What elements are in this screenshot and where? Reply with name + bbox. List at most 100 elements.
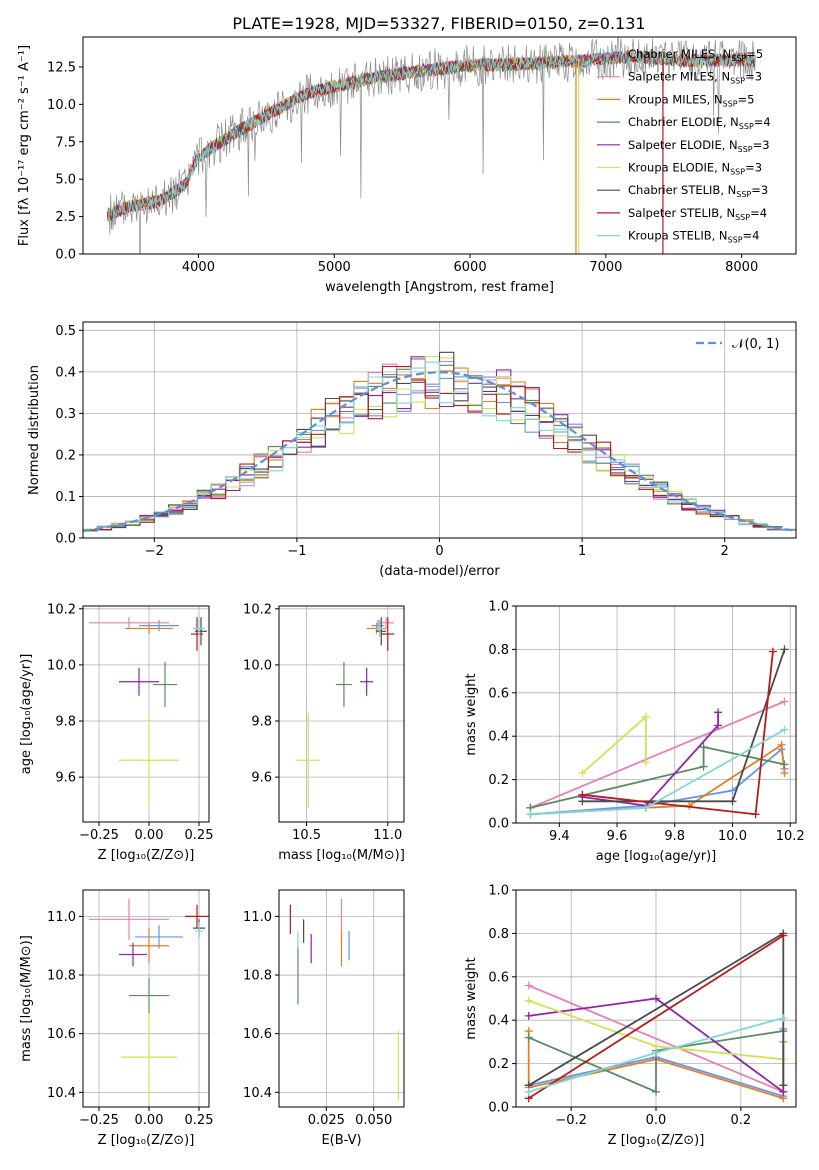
y-tick-label: 0.2	[488, 1057, 509, 1072]
x-tick-label: 0	[435, 544, 443, 559]
legend: Chabrier MILES, NSSP=5 Salpeter MILES, NS…	[597, 47, 771, 245]
x-tick-label: 0.0	[646, 1113, 667, 1128]
legend-entry: Salpeter STELIB, NSSP=4	[628, 206, 767, 222]
x-tick-label: 1	[578, 544, 586, 559]
x-tick-label: 8000	[725, 260, 758, 275]
y-axis-label: mass [log₁₀(M/M⊙)]	[19, 935, 34, 1062]
x-tick-label: 9.4	[549, 829, 570, 844]
weight-marker	[652, 1048, 660, 1057]
weight-line	[582, 649, 786, 803]
y-tick-label: 0.1	[55, 490, 76, 505]
axes-frame	[82, 889, 210, 1108]
panel-mass_weight_vs_age: 9.4 9.6 9.8 10.0 10.2 0.0 0.2 0.4 0.6 0.8 1.0 age […	[464, 600, 805, 865]
weight-line	[528, 984, 784, 1093]
x-axis-label: Z [log₁₀(Z/Z⊙)]	[608, 1133, 705, 1148]
y-tick-label: 12.5	[47, 60, 76, 75]
errorbar-point	[193, 620, 205, 637]
errorbar-point	[121, 1013, 177, 1102]
weight-marker	[641, 758, 650, 767]
axes-frame	[278, 605, 405, 823]
weight-line	[530, 700, 785, 809]
errorbar-point	[376, 620, 383, 637]
errorbar-point	[119, 942, 147, 967]
x-tick-label: 6000	[454, 260, 487, 275]
weight-marker	[780, 645, 789, 654]
errorbar-point	[381, 617, 395, 651]
x-tick-label: −0.25	[79, 828, 119, 843]
axes-frame	[515, 605, 797, 824]
weight-marker	[780, 769, 789, 778]
weight-marker	[578, 769, 587, 778]
y-tick-label: 10.0	[47, 658, 76, 673]
y-tick-label: 0.4	[488, 730, 509, 745]
x-tick-label: 0.25	[185, 828, 214, 843]
weight-marker	[578, 790, 587, 799]
weight-marker	[714, 708, 723, 717]
x-tick-label: 10.5	[292, 828, 321, 843]
x-axis-label: Z [log₁₀(Z/Z⊙)]	[98, 848, 195, 863]
axes-frame	[278, 889, 405, 1108]
y-axis-label: mass weight	[464, 957, 479, 1039]
weight-marker	[524, 1033, 533, 1042]
weight-marker	[699, 743, 708, 752]
y-tick-label: 0.4	[55, 365, 76, 380]
panel-mass_vs_Z: −0.25 0.00 0.25 10.4 10.6 10.8 11.0 Z [log₁₀(Z/…	[19, 889, 213, 1148]
x-tick-label: 10.2	[776, 829, 805, 844]
y-tick-label: 10.6	[243, 1027, 272, 1042]
x-tick-label: 0.2	[731, 1113, 752, 1128]
x-axis-label: age [log₁₀(age/yr)]	[596, 849, 717, 864]
weight-marker	[524, 1087, 533, 1096]
weight-marker	[780, 760, 789, 769]
weight-line	[530, 745, 785, 809]
weight-line	[582, 712, 719, 807]
y-tick-label: 10.2	[47, 602, 76, 617]
errorbar-point	[296, 712, 320, 808]
errorbar-point	[335, 662, 353, 707]
y-tick-label: 0.5	[55, 324, 76, 339]
y-tick-label: 0.0	[55, 532, 76, 547]
x-tick-label: 0.025	[308, 1113, 345, 1128]
errorbar-point	[378, 617, 395, 629]
y-tick-label: 10.6	[47, 1027, 76, 1042]
y-axis-label: mass weight	[464, 673, 479, 755]
errorbar-point	[89, 898, 169, 940]
weight-marker	[652, 994, 660, 1003]
y-tick-label: 2.5	[55, 210, 76, 225]
y-tick-label: 10.2	[243, 602, 272, 617]
errorbar-point	[360, 667, 374, 696]
weight-marker	[524, 981, 533, 990]
panel-age_vs_Z: −0.25 0.00 0.25 9.6 9.8 10.0 10.2 Z [log₁₀(Z/Z⊙…	[19, 602, 213, 863]
normal-curve	[83, 371, 796, 532]
y-tick-label: 10.4	[243, 1086, 272, 1101]
errorbar-point	[125, 622, 173, 635]
panel-residual_hist: −2 −1 0 1 2 0.0 0.1 0.2 0.3 0.4 0.5 (data-model)/er…	[27, 321, 797, 579]
errorbar-point	[139, 620, 179, 632]
weight-marker	[768, 647, 777, 656]
errorbar-point	[195, 922, 203, 940]
y-tick-label: 0.6	[488, 686, 509, 701]
y-tick-label: 1.0	[488, 884, 509, 899]
axes-frame	[82, 605, 210, 823]
y-tick-label: 10.4	[47, 1086, 76, 1101]
y-tick-label: 11.0	[243, 910, 272, 925]
axes-frame	[82, 321, 797, 539]
y-tick-label: 10.0	[47, 98, 76, 113]
y-tick-label: 0.3	[55, 407, 76, 422]
weight-marker	[641, 803, 650, 812]
y-tick-label: 9.6	[55, 771, 76, 786]
y-tick-label: 11.0	[47, 910, 76, 925]
weight-marker	[652, 1087, 660, 1096]
y-axis-label: Flux [fλ 10⁻¹⁷ erg cm⁻² s⁻¹ A⁻¹]	[17, 45, 32, 246]
y-tick-label: 0.2	[55, 448, 76, 463]
y-axis-label: Normed distribution	[27, 365, 42, 495]
weight-marker	[780, 725, 789, 734]
x-axis-label: E(B-V)	[321, 1133, 361, 1148]
axes-frame	[515, 889, 797, 1108]
model-spectrum-line	[107, 49, 756, 221]
weight-marker	[714, 721, 723, 730]
spectrum-lines	[107, 37, 756, 254]
y-tick-label: 0.0	[55, 248, 76, 263]
y-tick-label: 0.8	[488, 927, 509, 942]
errorbar-point	[119, 712, 179, 808]
x-tick-label: −0.25	[79, 1113, 119, 1128]
